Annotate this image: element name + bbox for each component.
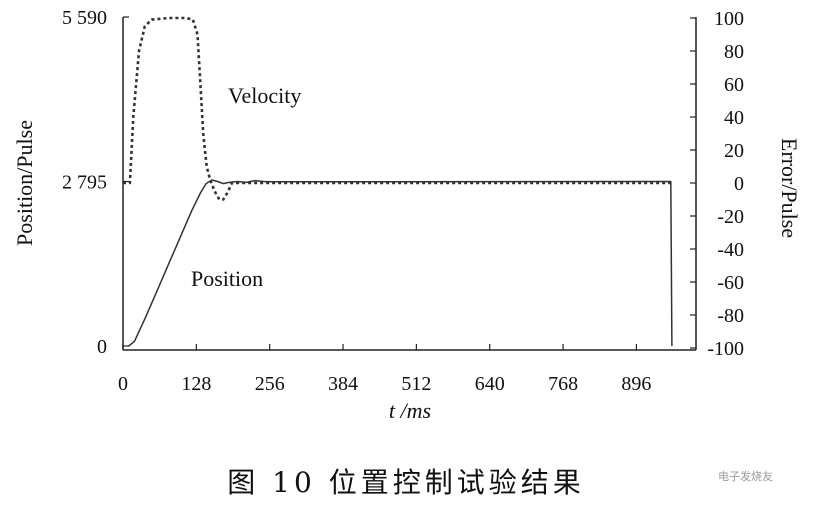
y-right-tick-label: -100 [707, 338, 744, 360]
y-left-tick-label: 0 [97, 336, 107, 358]
x-tick-label: 768 [548, 373, 578, 395]
y-right-tick-label: -60 [717, 272, 744, 294]
x-axis-label: t /ms [389, 398, 431, 423]
y-right-tick-label: 20 [724, 140, 744, 162]
y-right-tick-label: 100 [714, 8, 744, 30]
series-position-line [128, 179, 673, 347]
x-tick-label: 512 [401, 373, 431, 395]
y-right-tick-label: 40 [724, 107, 744, 129]
watermark-logo: 电子发烧友 [718, 469, 773, 483]
y-right-tick-label: -20 [717, 206, 744, 228]
y-right-axis-label: Error/Pulse [777, 138, 802, 238]
y-right-tick-label: 60 [724, 74, 744, 96]
figure-caption: 图 10 位置控制试验结果 [227, 466, 584, 499]
x-tick-label: 384 [328, 373, 358, 395]
series-velocity-line [123, 16, 671, 201]
y-right-tick-label: -80 [717, 305, 744, 327]
x-tick-label: 896 [621, 373, 651, 395]
velocity-annotation: Velocity [228, 83, 301, 108]
y-left-tick-label: 2 795 [62, 172, 107, 194]
x-tick-label: 640 [475, 373, 505, 395]
x-tick-label: 0 [118, 373, 128, 395]
y-right-tick-label: -40 [717, 239, 744, 261]
x-tick-label: 256 [255, 373, 285, 395]
y-right-tick-label: 0 [734, 173, 744, 195]
y-right-tick-label: 80 [724, 41, 744, 63]
tick-layer: 0 128 256 384 512 640 768 896 0 2 795 5 590 100 80 60… [62, 7, 744, 395]
y-left-tick-label: 5 590 [62, 7, 107, 29]
x-tick-label: 128 [181, 373, 211, 395]
y-left-axis-label: Position/Pulse [12, 120, 37, 246]
series-layer [123, 16, 673, 347]
position-annotation: Position [191, 266, 263, 291]
